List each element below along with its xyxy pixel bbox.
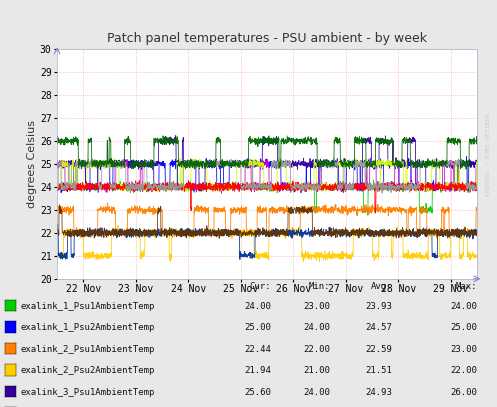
Text: 22.00: 22.00 <box>304 345 331 354</box>
Text: 25.60: 25.60 <box>244 388 271 397</box>
Text: Max:: Max: <box>456 282 477 291</box>
Text: 24.93: 24.93 <box>366 388 393 397</box>
Text: 21.51: 21.51 <box>366 366 393 375</box>
Text: 24.00: 24.00 <box>304 388 331 397</box>
Text: RRDTOOL / TOBI OETIKER: RRDTOOL / TOBI OETIKER <box>486 114 491 196</box>
Y-axis label: degrees Celsius: degrees Celsius <box>27 120 37 208</box>
Text: 21.94: 21.94 <box>244 366 271 375</box>
Text: 22.59: 22.59 <box>366 345 393 354</box>
Text: 23.00: 23.00 <box>450 345 477 354</box>
Text: 24.00: 24.00 <box>244 302 271 311</box>
Text: 22.00: 22.00 <box>450 366 477 375</box>
Text: exalink_1_Psu1AmbientTemp: exalink_1_Psu1AmbientTemp <box>21 302 155 311</box>
Text: exalink_2_Psu2AmbientTemp: exalink_2_Psu2AmbientTemp <box>21 366 155 375</box>
Text: 23.00: 23.00 <box>304 302 331 311</box>
Text: Min:: Min: <box>309 282 331 291</box>
Text: 26.00: 26.00 <box>450 388 477 397</box>
Text: exalink_1_Psu2AmbientTemp: exalink_1_Psu2AmbientTemp <box>21 323 155 332</box>
Title: Patch panel temperatures - PSU ambient - by week: Patch panel temperatures - PSU ambient -… <box>107 32 427 45</box>
Text: 22.44: 22.44 <box>244 345 271 354</box>
Text: exalink_2_Psu1AmbientTemp: exalink_2_Psu1AmbientTemp <box>21 345 155 354</box>
Text: 21.00: 21.00 <box>304 366 331 375</box>
Text: exalink_3_Psu1AmbientTemp: exalink_3_Psu1AmbientTemp <box>21 388 155 397</box>
Text: Cur:: Cur: <box>249 282 271 291</box>
Text: 23.93: 23.93 <box>366 302 393 311</box>
Text: Avg:: Avg: <box>371 282 393 291</box>
Text: 25.00: 25.00 <box>244 323 271 332</box>
Text: 24.00: 24.00 <box>304 323 331 332</box>
Text: 25.00: 25.00 <box>450 323 477 332</box>
Text: 24.00: 24.00 <box>450 302 477 311</box>
Text: 24.57: 24.57 <box>366 323 393 332</box>
